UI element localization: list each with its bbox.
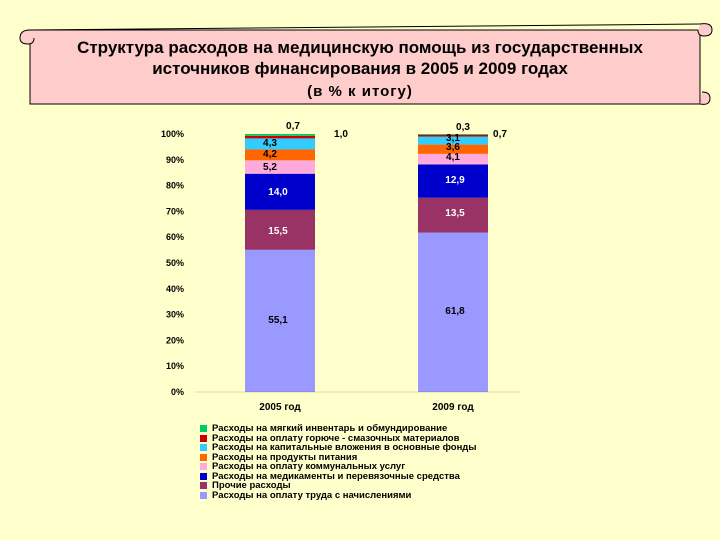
y-tick-label: 0%	[171, 387, 184, 397]
y-tick-label: 80%	[166, 181, 184, 191]
data-label: 3,6	[446, 142, 460, 153]
data-label: 14,0	[268, 187, 288, 198]
legend-item: Расходы на мягкий инвентарь и обмундиров…	[200, 424, 476, 434]
bar-segment	[245, 149, 315, 161]
data-label: 0,7	[286, 121, 300, 132]
bar-segment	[418, 134, 488, 135]
chart-subtitle: (в % к итогу)	[307, 83, 413, 100]
legend-item: Расходы на продукты питания	[200, 451, 476, 463]
title-scroll-banner	[19, 23, 713, 105]
stacked-bar-chart: 0% 10% 20% 30% 40% 50% 60% 70% 80% 90% 100% 2005 го…	[161, 121, 520, 413]
bar-segment	[418, 164, 488, 198]
legend-label: Расходы на медикаменты и перевязочные ср…	[212, 470, 460, 482]
data-label: 3,1	[446, 133, 460, 144]
legend-label: Расходы на мягкий инвентарь и обмундиров…	[212, 423, 448, 434]
bar-segment	[245, 209, 315, 250]
legend-swatch	[200, 491, 207, 499]
legend-label: Расходы на капитальные вложения в основн…	[212, 442, 477, 453]
y-tick-label: 30%	[166, 310, 184, 320]
bar-segment	[245, 173, 315, 210]
legend-swatch	[200, 425, 207, 433]
legend-swatch	[200, 482, 207, 490]
legend-swatch	[200, 444, 207, 452]
bar-segment	[245, 160, 315, 174]
legend-item: Расходы на оплату коммунальных услуг	[200, 462, 476, 472]
legend-item: Расходы на капитальные вложения в основн…	[200, 443, 476, 453]
bar-segment	[418, 134, 488, 137]
data-label: 4,2	[263, 149, 277, 160]
data-label: 5,2	[263, 162, 277, 173]
data-label: 13,5	[445, 208, 465, 219]
data-label: 55,1	[268, 315, 288, 326]
legend-swatch	[200, 453, 207, 461]
legend-label: Расходы на оплату коммунальных услуг	[212, 461, 406, 472]
y-tick-label: 10%	[166, 361, 184, 371]
x-category-label: 2005 год	[259, 402, 301, 413]
data-label: 4,3	[263, 138, 277, 149]
y-tick-label: 100%	[161, 129, 184, 139]
y-tick-label: 60%	[166, 232, 184, 242]
data-label: 15,5	[268, 226, 288, 237]
bar-segment	[418, 153, 488, 165]
legend-item: Расходы на оплату горюче - смазочных мат…	[200, 432, 476, 444]
legend-label: Расходы на оплату труда с начислениями	[212, 489, 412, 501]
data-label: 1,0	[334, 129, 348, 140]
chart-title-line-1: Структура расходов на медицинскую помощь…	[77, 38, 643, 57]
legend-item: Расходы на медикаменты и перевязочные ср…	[200, 470, 476, 482]
chart-title-line-2: источников финансирования в 2005 и 2009 …	[152, 59, 568, 78]
legend-swatch	[200, 472, 207, 480]
legend-item: Прочие расходы	[200, 481, 476, 491]
bar-segment	[418, 144, 488, 154]
data-label: 61,8	[445, 306, 465, 317]
legend-label: Расходы на продукты питания	[212, 451, 358, 463]
y-tick-label: 40%	[166, 284, 184, 294]
bar-segment	[418, 232, 488, 392]
data-label: 0,3	[456, 122, 470, 133]
legend-swatch	[200, 463, 207, 471]
bar-segment	[245, 249, 315, 392]
y-tick-label: 70%	[166, 206, 184, 216]
legend-label: Расходы на оплату горюче - смазочных мат…	[212, 432, 460, 444]
y-tick-label: 20%	[166, 335, 184, 345]
bar-segment	[245, 134, 315, 136]
x-category-label: 2009 год	[432, 402, 474, 413]
legend-swatch	[200, 434, 207, 442]
bar-segment	[418, 136, 488, 145]
data-label: 12,9	[445, 175, 465, 186]
bar-segment	[245, 138, 315, 150]
y-tick-label: 50%	[166, 258, 184, 268]
legend-label: Прочие расходы	[212, 480, 291, 491]
data-label: 4,1	[446, 152, 460, 163]
y-tick-label: 90%	[166, 155, 184, 165]
legend-item: Расходы на оплату труда с начислениями	[200, 489, 476, 501]
bar-segment	[418, 197, 488, 233]
data-label: 0,7	[493, 129, 507, 140]
bar-segment	[245, 135, 315, 139]
chart-legend: Расходы на мягкий инвентарь и обмундиров…	[200, 424, 476, 500]
